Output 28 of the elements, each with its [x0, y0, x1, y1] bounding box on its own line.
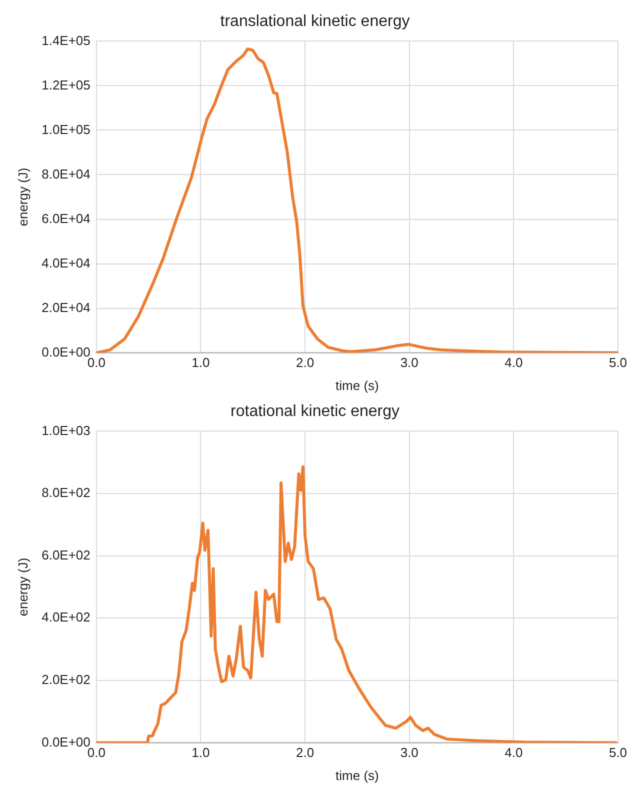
y-axis-title: energy (J) [15, 168, 30, 226]
x-tick-label: 5.0 [608, 355, 628, 370]
y-tick-label: 1.0E+05 [42, 122, 90, 137]
y-tick-label: 8.0E+04 [42, 166, 90, 182]
chart-title: translational kinetic energy [220, 13, 410, 30]
x-tick-label: 2.0 [296, 745, 314, 760]
x-tick-label: 3.0 [400, 355, 418, 370]
x-tick-label: 1.0 [192, 745, 210, 760]
y-tick-label: 2.0E+04 [42, 300, 90, 315]
y-tick-label: 4.0E+02 [42, 610, 90, 625]
x-tick-label: 4.0 [504, 745, 523, 760]
x-tick-label: 5.0 [608, 745, 628, 760]
y-tick-label: 2.0E+02 [42, 672, 90, 688]
x-axis-title: time (s) [336, 378, 379, 393]
y-axis-title: energy (J) [15, 558, 30, 616]
y-tick-label: 6.0E+02 [42, 547, 90, 562]
y-tick-label: 1.0E+03 [42, 422, 90, 438]
x-tick-label: 4.0 [504, 355, 523, 370]
x-tick-label: 1.0 [192, 355, 210, 370]
y-tick-label: 1.4E+05 [42, 32, 90, 48]
x-tick-label: 3.0 [400, 745, 418, 760]
chart-title: rotational kinetic energy [230, 403, 400, 420]
y-tick-label: 4.0E+04 [42, 255, 90, 270]
y-tick-label: 6.0E+04 [42, 210, 90, 226]
y-tick-label: 1.2E+05 [42, 77, 90, 92]
x-axis-title: time (s) [336, 768, 379, 783]
x-tick-label: 2.0 [296, 355, 314, 370]
y-tick-label: 8.0E+02 [42, 485, 90, 500]
